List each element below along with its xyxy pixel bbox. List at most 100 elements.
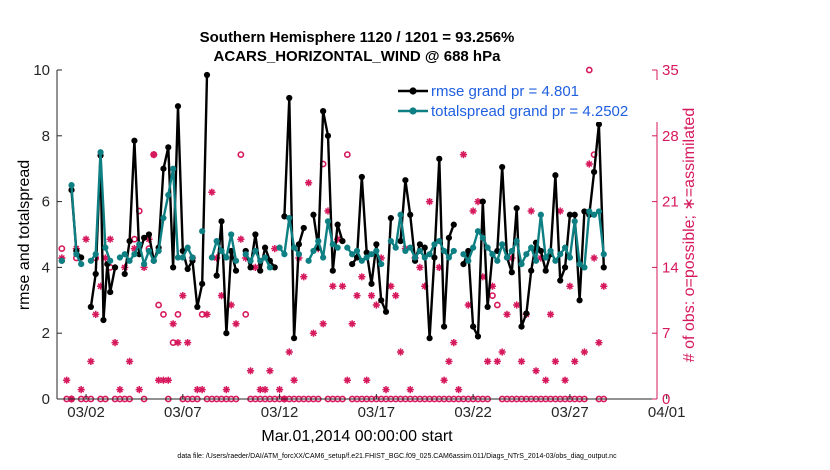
rmse-point — [499, 163, 506, 171]
spread-point — [566, 254, 574, 261]
obs-assimilated-marker — [193, 386, 201, 394]
rmse-point — [465, 247, 472, 255]
x-tick-label: 04/01 — [648, 404, 686, 421]
spread-point — [131, 251, 138, 258]
obs-assimilated-marker — [208, 188, 216, 196]
obs-assimilated-marker — [503, 310, 511, 318]
spread-point — [232, 257, 240, 264]
rmse-point — [213, 272, 220, 279]
obs-assimilated-marker — [237, 235, 245, 243]
rmse-point — [518, 323, 525, 330]
spread-point — [416, 247, 424, 255]
obs-assimilated-marker — [198, 386, 206, 394]
obs-assimilated-marker — [343, 376, 351, 384]
spread-point — [363, 254, 370, 261]
obs-assimilated-marker — [275, 386, 284, 394]
spread-point — [387, 237, 394, 245]
rmse-point — [537, 247, 544, 255]
spread-point — [465, 257, 472, 264]
y-right-tick-label: 14 — [662, 259, 679, 276]
rmse-point — [334, 221, 341, 228]
spread-point — [295, 251, 303, 258]
obs-assimilated-marker — [542, 376, 550, 384]
rmse-point — [300, 224, 307, 232]
spread-point — [242, 251, 249, 258]
obs-assimilated-marker — [580, 348, 589, 356]
rmse-point — [397, 237, 404, 245]
obs-assimilated-marker — [425, 198, 434, 206]
rmse-point — [368, 280, 375, 287]
obs-assimilated-marker — [125, 357, 134, 365]
spread-point — [552, 257, 559, 264]
rmse-point — [320, 108, 327, 115]
spread-point — [537, 211, 544, 218]
spread-point — [223, 254, 230, 261]
obs-possible-marker — [160, 310, 167, 318]
obs-assimilated-marker — [479, 273, 487, 281]
obs-assimilated-marker — [464, 301, 472, 309]
obs-assimilated-marker — [387, 282, 395, 290]
rmse-point — [203, 71, 211, 79]
spread-point — [174, 254, 182, 261]
rmse-point — [484, 303, 491, 310]
chart-title-line2: ACARS_HORIZONTAL_WIND @ 688 hPa — [214, 48, 502, 65]
rmse-point — [140, 234, 148, 241]
spread-point — [353, 247, 361, 255]
obs-possible-marker — [493, 301, 501, 309]
rmse-point — [126, 237, 133, 245]
spread-point — [513, 237, 520, 245]
spread-point — [189, 254, 196, 261]
obs-assimilated-marker — [590, 254, 598, 262]
obs-assimilated-marker — [600, 282, 608, 290]
spread-point — [373, 247, 380, 255]
spread-point — [324, 218, 332, 225]
rmse-point — [329, 267, 336, 274]
y-left-tick-label: 4 — [42, 259, 50, 276]
spread-point — [145, 247, 153, 255]
obs-assimilated-marker — [285, 348, 293, 356]
rmse-point — [165, 144, 172, 151]
rmse-point — [363, 249, 370, 256]
obs-possible-marker — [343, 151, 351, 158]
spread-point — [116, 254, 124, 261]
obs-assimilated-marker — [271, 245, 279, 253]
y-right-tick-label: 28 — [662, 128, 679, 145]
y-left-tick-label: 8 — [42, 128, 50, 145]
obs-assimilated-marker — [546, 310, 555, 318]
rmse-point — [252, 231, 259, 238]
obs-assimilated-marker — [159, 376, 168, 384]
y-left-tick-label: 10 — [33, 62, 50, 79]
rmse-point — [92, 270, 99, 278]
obs-assimilated-marker — [459, 151, 468, 159]
spread-point — [155, 247, 162, 255]
rmse-point — [295, 241, 303, 248]
obs-possible-marker — [489, 292, 496, 299]
obs-assimilated-marker — [111, 339, 119, 347]
obs-assimilated-marker — [435, 263, 443, 271]
rmse-point — [479, 198, 486, 205]
spread-point — [479, 234, 486, 241]
spread-point — [557, 251, 564, 258]
rmse-point — [111, 264, 119, 271]
spread-point — [160, 214, 167, 222]
y-right-tick-label: 35 — [662, 62, 679, 79]
spread-point — [576, 261, 583, 268]
rmse-point — [87, 303, 94, 310]
rmse-point — [508, 269, 515, 276]
obs-assimilated-marker — [101, 254, 109, 262]
y-axis-left-label: rmse and totalspread — [16, 160, 33, 310]
obs-assimilated-marker — [382, 386, 390, 394]
obs-assimilated-marker — [232, 320, 240, 328]
rmse-point — [174, 103, 182, 110]
spread-point — [421, 254, 428, 261]
obs-possible-marker — [174, 310, 182, 318]
spread-point — [581, 264, 588, 271]
rmse-point — [571, 211, 578, 218]
rmse-line-segment — [123, 74, 209, 309]
rmse-point — [557, 277, 564, 284]
spread-point — [257, 257, 264, 264]
rmse-point — [542, 267, 549, 274]
rmse-point — [131, 137, 138, 144]
spread-point — [252, 247, 259, 255]
rmse-point — [223, 330, 230, 337]
